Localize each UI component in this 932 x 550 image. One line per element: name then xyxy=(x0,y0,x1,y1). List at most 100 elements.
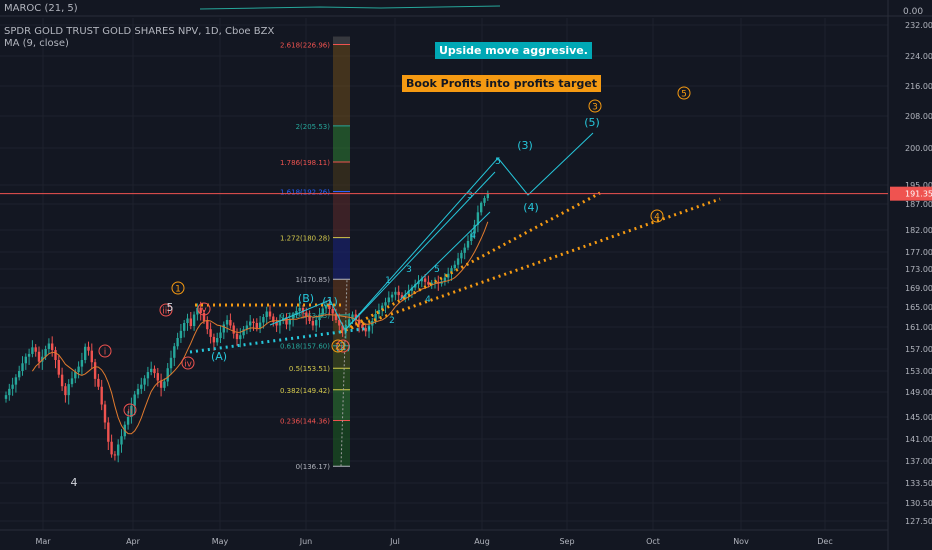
time-tick-label: Jul xyxy=(389,537,400,546)
wave-label: 5 xyxy=(495,157,501,167)
symbol-title[interactable]: SPDR GOLD TRUST GOLD SHARES NPV, 1D, Cbo… xyxy=(4,26,275,37)
candle-body xyxy=(486,193,489,199)
wave-label: 2 xyxy=(389,316,395,326)
candle-body xyxy=(77,366,80,373)
wave-label: (5) xyxy=(584,116,600,129)
candlestick-series xyxy=(4,190,489,463)
candle-body xyxy=(453,264,456,269)
candle-body xyxy=(258,322,262,329)
fib-level-label: 2.618(226.96) xyxy=(280,42,330,50)
candle-body xyxy=(351,314,354,320)
candle-body xyxy=(239,335,242,340)
time-tick-label: Sep xyxy=(559,537,574,546)
fib-band xyxy=(333,161,350,192)
candle-body xyxy=(24,356,27,364)
candle-body xyxy=(219,332,222,338)
price-tick-label: 149.00 xyxy=(905,388,932,397)
time-tick-label: Nov xyxy=(733,537,749,546)
candle-body xyxy=(262,317,265,323)
candle-body xyxy=(84,346,87,360)
fib-level-label: 1.618(192.26) xyxy=(280,189,330,197)
wave-circle xyxy=(159,303,173,317)
candle-body xyxy=(225,320,229,325)
candle-body xyxy=(179,330,183,338)
trend-drawings[interactable] xyxy=(189,132,721,354)
candle-body xyxy=(107,422,110,442)
price-tick-label: 224.00 xyxy=(905,52,932,61)
fib-level-label: 1(170.85) xyxy=(296,276,331,284)
grid xyxy=(0,18,888,530)
candle-body xyxy=(456,258,460,265)
candle-body xyxy=(222,324,225,333)
candle-body xyxy=(90,350,93,363)
candle-body xyxy=(315,320,318,326)
price-tick-label: 208.00 xyxy=(905,112,932,121)
fib-level-label: 1.786(198.11) xyxy=(280,159,330,167)
wave-label: (2) xyxy=(335,340,351,353)
candle-body xyxy=(321,308,324,315)
fib-level-label: 1.272(180.28) xyxy=(280,235,330,243)
candle-body xyxy=(143,378,146,385)
candle-body xyxy=(51,343,54,351)
price-tick-label: 187.00 xyxy=(905,200,932,209)
wave-label: (B) xyxy=(298,292,314,305)
callout-book-profits[interactable]: Book Profits into profits target xyxy=(402,75,602,92)
candle-body xyxy=(275,322,278,326)
wave-label: 5 xyxy=(167,301,174,314)
candle-body xyxy=(4,395,8,399)
candle-body xyxy=(249,321,252,326)
candle-body xyxy=(74,372,77,379)
price-tick-label: 161.00 xyxy=(905,323,932,332)
candle-body xyxy=(354,314,357,320)
indicator-legend[interactable]: MAROC (21, 5) xyxy=(4,3,78,14)
fib-level-label: 0.236(144.36) xyxy=(280,418,330,426)
candle-body xyxy=(117,444,120,456)
candle-body xyxy=(374,314,377,321)
candle-body xyxy=(410,287,414,291)
candle-body xyxy=(397,291,400,296)
candle-body xyxy=(295,311,298,315)
candle-body xyxy=(417,281,420,285)
candle-body xyxy=(80,360,84,367)
fib-band xyxy=(333,44,350,126)
wave-circle xyxy=(171,281,185,295)
candle-body xyxy=(70,378,74,385)
indicator-line xyxy=(199,5,501,10)
candle-body xyxy=(364,328,367,332)
candle-body xyxy=(113,454,117,456)
callout-upside[interactable]: Upside move aggresive. xyxy=(435,42,592,59)
candle-body xyxy=(235,333,239,340)
time-tick-label: Mar xyxy=(35,537,51,546)
candle-body xyxy=(245,325,249,330)
fibonacci-retracement[interactable]: 0(136.17) 0.236(144.36) 0.382(149.42) 0.5(1… xyxy=(280,36,350,472)
wave-label: (3) xyxy=(517,139,533,152)
wave-label: (4) xyxy=(523,201,539,214)
wave-circle xyxy=(123,403,137,417)
candle-body xyxy=(255,323,258,329)
fib-level-label: 0(136.17) xyxy=(296,463,331,471)
price-axis[interactable]: 232.00 224.00 216.00 208.00 200.00 195.00 187.… xyxy=(887,0,932,550)
fib-level-label: 0.618(157.60) xyxy=(280,343,330,351)
candle-body xyxy=(199,308,202,313)
candle-body xyxy=(476,212,480,225)
candle-body xyxy=(87,346,90,351)
impulse-channel-line xyxy=(344,171,496,331)
time-axis[interactable]: Mar Apr May Jun Jul Aug Sep Oct Nov Dec xyxy=(0,529,888,546)
fib-top-band xyxy=(333,36,350,45)
teal-support-dotted-line xyxy=(189,326,371,354)
fib-band xyxy=(333,237,350,280)
ma-legend[interactable]: MA (9, close) xyxy=(4,38,69,49)
impulse-channel-line xyxy=(399,211,491,301)
time-tick-label: Oct xyxy=(646,537,660,546)
candle-body xyxy=(470,233,473,241)
candle-body xyxy=(103,404,107,423)
time-tick-label: Aug xyxy=(474,537,490,546)
price-tick-label: 165.00 xyxy=(905,303,932,312)
candle-body xyxy=(483,198,486,203)
candle-body xyxy=(427,281,430,285)
candle-body xyxy=(169,357,173,369)
wave-circle xyxy=(197,302,211,316)
candle-body xyxy=(400,295,404,298)
wave-circle xyxy=(331,339,345,353)
